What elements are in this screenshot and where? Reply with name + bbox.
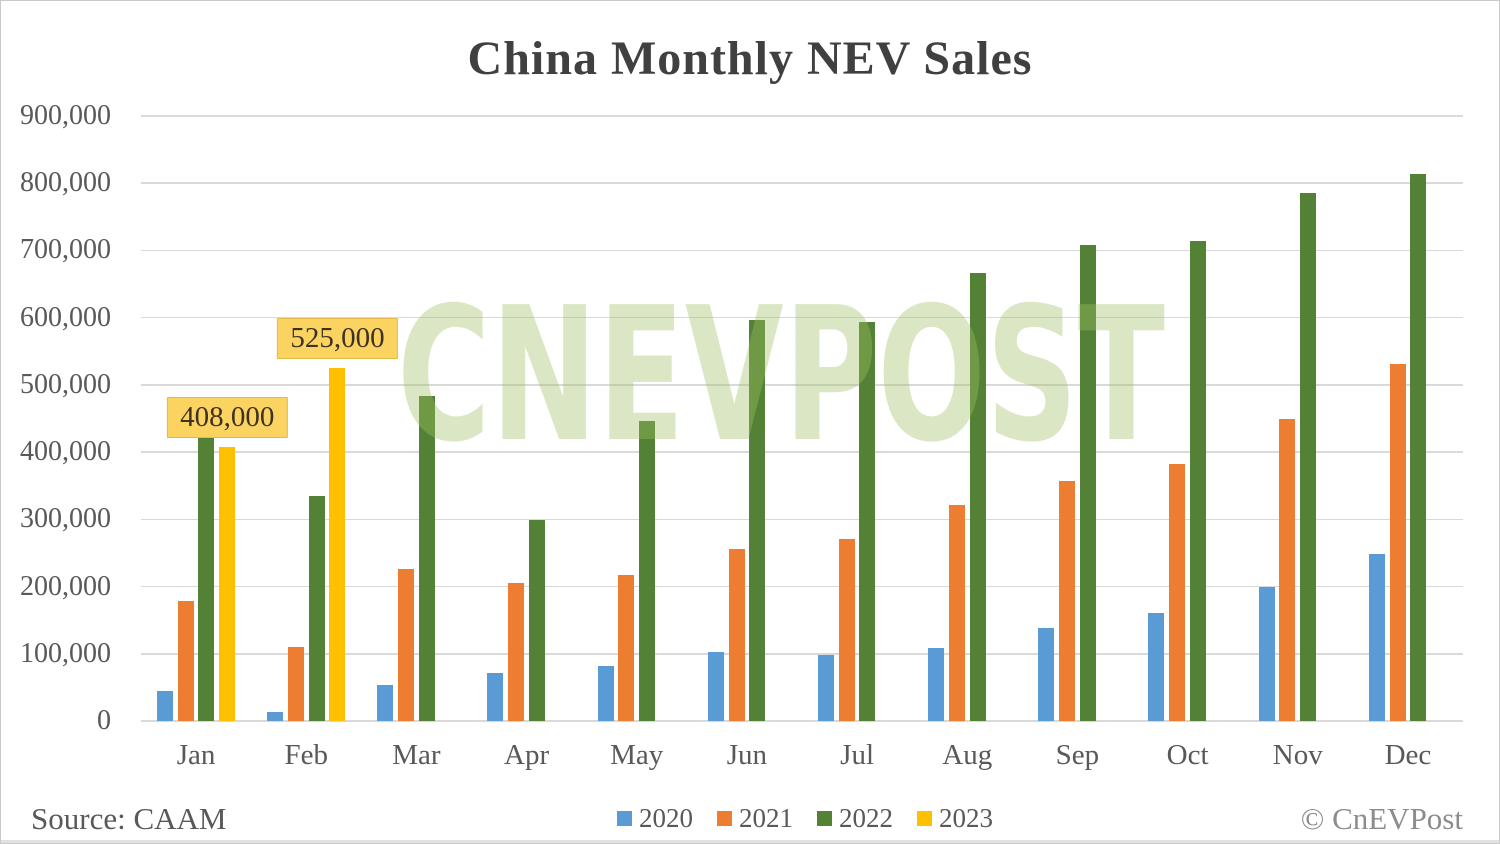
y-tick-label: 200,000 (20, 570, 111, 602)
data-label-2023-jan: 408,000 (167, 396, 288, 438)
bar-2022-apr (528, 520, 545, 721)
bar-2022-may (639, 420, 656, 721)
bar-2020-may (597, 665, 614, 721)
x-axis-label-oct: Oct (1166, 739, 1209, 771)
bar-2022-dec (1410, 173, 1427, 721)
x-axis-label-jan: Jan (176, 739, 216, 771)
x-axis-label-apr: Apr (504, 739, 550, 771)
legend-item-2023: 2023 (917, 805, 993, 832)
gridline-600000 (141, 316, 1463, 319)
bar-2022-nov (1300, 192, 1317, 721)
x-axis-label-sep: Sep (1055, 739, 1100, 771)
bar-2020-jan (156, 691, 173, 721)
bar-2020-apr (487, 672, 504, 721)
gridline-300000 (141, 518, 1463, 521)
x-axis-label-mar: Mar (392, 739, 441, 771)
bar-2022-oct (1189, 241, 1206, 721)
legend: 2020 2021 2022 2023 (617, 805, 993, 832)
x-axis-label-dec: Dec (1384, 739, 1432, 771)
y-tick-label: 900,000 (20, 100, 111, 131)
legend-swatch-2021 (717, 811, 732, 826)
bar-2021-may (618, 575, 635, 721)
gridline-500000 (141, 384, 1463, 386)
copyright-text: © CnEVPost (1300, 801, 1463, 836)
bar-2021-dec (1389, 364, 1406, 721)
x-axis-label-feb: Feb (284, 739, 328, 771)
x-axis-label-may: May (610, 739, 664, 771)
bar-2021-mar (398, 569, 415, 721)
gridline-100000 (141, 653, 1463, 655)
bar-2020-sep (1038, 628, 1055, 721)
legend-item-2020: 2020 (617, 805, 693, 832)
gridline-900000 (141, 115, 1463, 117)
bar-2023-feb (329, 368, 346, 721)
bar-2022-jul (859, 322, 876, 721)
y-tick-label: 0 (97, 705, 111, 736)
bar-2022-sep (1079, 245, 1096, 721)
bar-2022-jun (749, 320, 766, 721)
bar-2021-jul (838, 538, 855, 721)
bar-2022-jan (198, 431, 215, 721)
bar-2020-jul (817, 655, 834, 721)
legend-label-2020: 2020 (639, 803, 693, 833)
y-tick-label: 700,000 (20, 234, 111, 266)
bar-2022-feb (308, 496, 325, 721)
y-tick-label: 300,000 (20, 503, 111, 535)
bar-2021-aug (948, 505, 965, 721)
bar-2022-mar (418, 395, 435, 721)
gridline-200000 (141, 585, 1463, 588)
bar-2021-sep (1059, 481, 1076, 721)
source-text: Source: CAAM (31, 801, 227, 836)
x-axis-label-jul: Jul (840, 739, 874, 771)
legend-label-2022: 2022 (839, 803, 893, 833)
bar-2021-oct (1169, 463, 1186, 721)
x-axis-label-aug: Aug (942, 739, 993, 771)
bar-2020-jun (707, 652, 724, 721)
bar-2020-feb (267, 712, 284, 721)
gridline-0 (141, 720, 1463, 722)
legend-label-2023: 2023 (939, 803, 993, 833)
y-tick-label: 500,000 (20, 368, 111, 400)
bar-2021-jan (177, 600, 194, 721)
x-axis-label-jun: Jun (726, 739, 768, 771)
bar-2021-feb (287, 647, 304, 721)
y-tick-label: 100,000 (20, 637, 111, 669)
legend-label-2021: 2021 (739, 803, 793, 833)
y-tick-label: 400,000 (20, 436, 111, 468)
legend-swatch-2023 (917, 811, 932, 826)
legend-item-2022: 2022 (817, 805, 893, 832)
legend-item-2021: 2021 (717, 805, 793, 832)
bar-2020-mar (377, 685, 394, 721)
y-tick-label: 800,000 (20, 167, 111, 199)
bar-2020-oct (1148, 613, 1165, 721)
gridline-700000 (141, 249, 1463, 252)
y-tick-label: 600,000 (20, 301, 111, 333)
bar-2022-aug (969, 273, 986, 721)
bar-2021-jun (728, 548, 745, 721)
chart-title: China Monthly NEV Sales (467, 32, 1033, 85)
x-axis-label-nov: Nov (1272, 739, 1323, 771)
gridline-400000 (141, 451, 1463, 453)
bar-2020-dec (1368, 554, 1385, 721)
bar-2021-apr (508, 582, 525, 721)
legend-swatch-2022 (817, 811, 832, 826)
bar-2020-aug (928, 647, 945, 721)
data-label-2023-feb: 525,000 (277, 318, 398, 360)
bar-2023-jan (219, 446, 236, 721)
legend-swatch-2020 (617, 811, 632, 826)
gridline-800000 (141, 182, 1463, 184)
bar-2020-nov (1258, 586, 1275, 721)
bar-2021-nov (1279, 418, 1296, 721)
